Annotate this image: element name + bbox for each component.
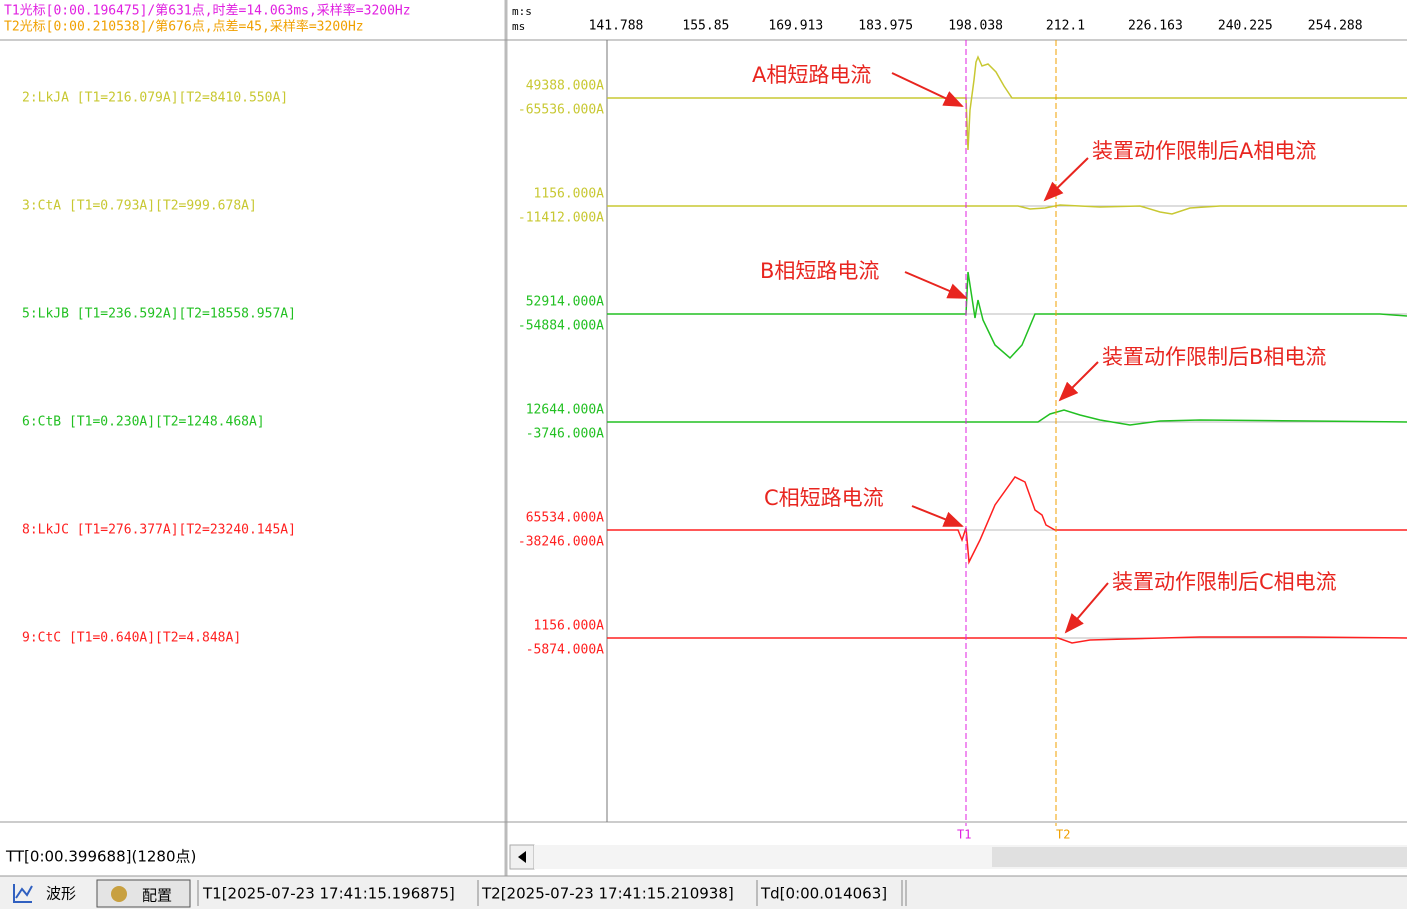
range-top: 49388.000A (526, 79, 604, 94)
unit: m:s (512, 5, 532, 18)
time-tick-label: 212.1 (1046, 19, 1085, 34)
channel-label: 2:LkJA [T1=216.079A][T2=8410.550A] (22, 91, 288, 106)
time-tick-label: 183.975 (858, 19, 913, 34)
time-tick-label: 198.038 (948, 19, 1003, 34)
range-bottom: -54884.000A (518, 319, 604, 334)
channel-label: 6:CtB [T1=0.230A][T2=1248.468A] (22, 415, 265, 430)
time-tick-label: 226.163 (1128, 19, 1183, 34)
status-td: Td[0:00.014063] (760, 885, 887, 903)
range-bottom: -11412.000A (518, 211, 604, 226)
status-t1: T1[2025-07-23 17:41:15.196875] (202, 885, 455, 903)
annotation: C相短路电流 (764, 486, 884, 510)
time-tick-label: 240.225 (1218, 19, 1273, 34)
annotation: 装置动作限制后A相电流 (1092, 139, 1316, 163)
t1-info: T1光标[0:00.196475]/第631点,时差=14.063ms,采样率=… (4, 3, 411, 19)
unit: ms (512, 20, 525, 33)
annotation: 装置动作限制后C相电流 (1112, 570, 1337, 594)
channel-label: 5:LkJB [T1=236.592A][T2=18558.957A] (22, 307, 296, 322)
channel-label: 8:LkJC [T1=276.377A][T2=23240.145A] (22, 523, 296, 538)
channel-label: 3:CtA [T1=0.793A][T2=999.678A] (22, 199, 257, 214)
cursor-label: T1 (957, 828, 971, 842)
scroll-thumb[interactable] (992, 847, 1407, 867)
range-top: 12644.000A (526, 403, 604, 418)
range-bottom: -65536.000A (518, 103, 604, 118)
cursor-label: T2 (1056, 828, 1070, 842)
range-top: 1156.000A (534, 187, 605, 202)
tab[interactable]: 配置 (142, 887, 172, 905)
range-bottom: -5874.000A (526, 643, 604, 658)
time-tick-label: 169.913 (768, 19, 823, 34)
time-tick-label: 155.85 (682, 19, 729, 34)
range-top: 1156.000A (534, 619, 605, 634)
range-bottom: -38246.000A (518, 535, 604, 550)
total-info: TT[0:00.399688](1280点) (5, 848, 196, 866)
annotation: A相短路电流 (752, 63, 871, 87)
status-t2: T2[2025-07-23 17:41:15.210938] (481, 885, 734, 903)
annotation: B相短路电流 (760, 259, 879, 283)
range-top: 65534.000A (526, 511, 604, 526)
channel-label: 9:CtC [T1=0.640A][T2=4.848A] (22, 631, 241, 646)
range-bottom: -3746.000A (526, 427, 604, 442)
annotation: 装置动作限制后B相电流 (1102, 345, 1326, 369)
time-tick-label: 254.288 (1308, 19, 1363, 34)
t2-info: T2光标[0:00.210538]/第676点,点差=45,采样率=3200Hz (4, 19, 364, 35)
tab[interactable]: 波形 (46, 885, 76, 903)
range-top: 52914.000A (526, 295, 604, 310)
time-tick-label: 141.788 (589, 19, 644, 34)
